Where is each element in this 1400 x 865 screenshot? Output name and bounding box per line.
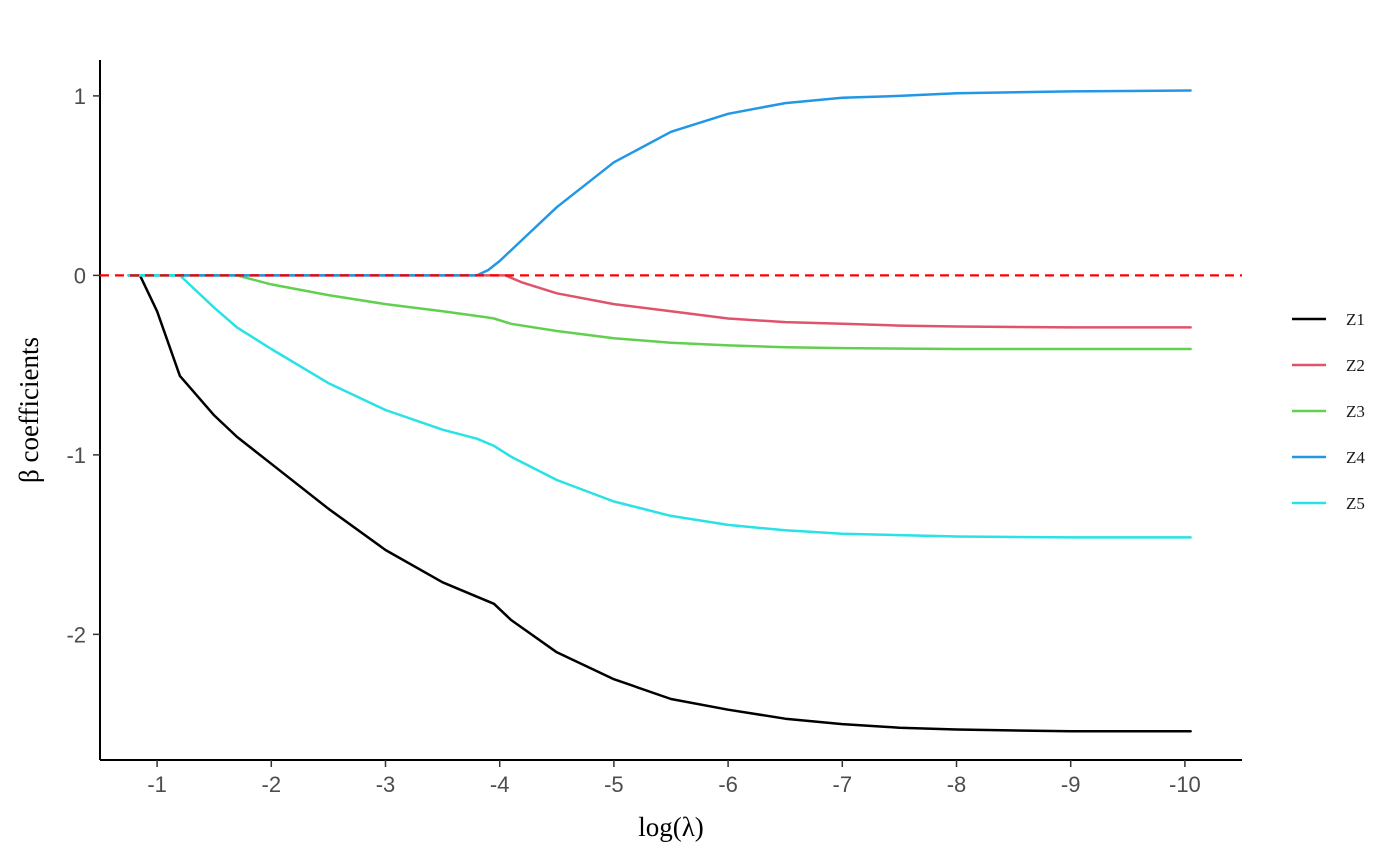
legend-item-z3: Z3 <box>1292 402 1365 421</box>
axes <box>99 60 1242 761</box>
x-tick-label: -6 <box>718 772 738 797</box>
legend-label: Z2 <box>1346 356 1365 375</box>
x-tick-label: -9 <box>1061 772 1081 797</box>
series-line-z2 <box>127 274 1192 329</box>
series-line-z3 <box>127 274 1192 351</box>
y-tick-label: 1 <box>74 84 86 109</box>
x-axis-title: log(λ) <box>638 812 704 842</box>
legend-label: Z4 <box>1346 448 1365 467</box>
legend-label: Z5 <box>1346 494 1365 513</box>
legend-label: Z1 <box>1346 310 1365 329</box>
y-tick-label: -2 <box>66 622 86 647</box>
x-tick-label: -7 <box>833 772 853 797</box>
series-lines <box>127 89 1192 733</box>
x-tick-label: -5 <box>604 772 624 797</box>
x-tick-label: -2 <box>262 772 282 797</box>
series-line-z1 <box>127 274 1192 733</box>
x-tick-label: -3 <box>376 772 396 797</box>
legend: Z1 Z2 Z3 Z4 Z5 <box>1292 310 1365 513</box>
x-tick-label: -4 <box>490 772 510 797</box>
y-axis-title: β coefficients <box>14 337 44 483</box>
legend-label: Z3 <box>1346 402 1365 421</box>
x-tick-label: -10 <box>1169 772 1201 797</box>
legend-item-z4: Z4 <box>1292 448 1365 467</box>
series-line-z4 <box>127 89 1192 277</box>
y-tick-label: -1 <box>66 443 86 468</box>
legend-item-z5: Z5 <box>1292 494 1365 513</box>
x-tick-label: -1 <box>147 772 167 797</box>
legend-item-z2: Z2 <box>1292 356 1365 375</box>
axis-ticks: -1 -2 -3 -4 -5 -6 -7 -8 -9 -10 1 0 -1 -2 <box>66 84 1200 797</box>
x-tick-label: -8 <box>947 772 967 797</box>
series-line-z5 <box>127 274 1192 539</box>
legend-item-z1: Z1 <box>1292 310 1365 329</box>
y-tick-label: 0 <box>74 263 86 288</box>
